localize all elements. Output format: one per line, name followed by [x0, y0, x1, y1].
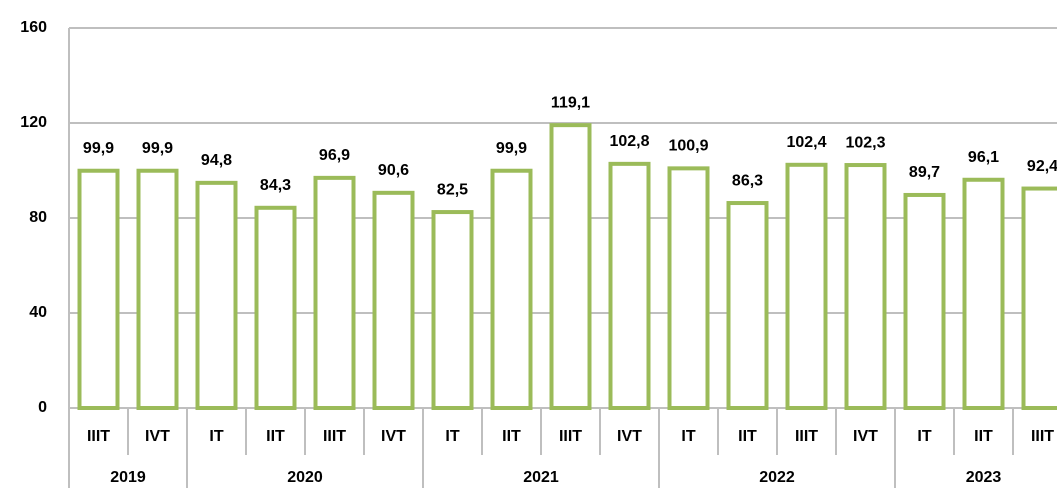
- y-tick-label: 160: [20, 19, 47, 36]
- y-tick-label: 120: [20, 114, 47, 131]
- bar: [608, 161, 651, 410]
- data-label: 102,8: [609, 133, 649, 150]
- group-label: 2019: [110, 469, 146, 486]
- data-label: 84,3: [260, 177, 291, 194]
- bar: [667, 166, 710, 410]
- data-label: 100,9: [668, 138, 708, 155]
- x-tick-label: IVT: [853, 428, 878, 445]
- x-tick-label: IT: [209, 428, 223, 445]
- bar: [785, 162, 828, 410]
- bar: [195, 180, 238, 410]
- bar: [490, 168, 533, 410]
- data-label: 94,8: [201, 152, 232, 169]
- data-label: 102,4: [786, 134, 826, 151]
- group-label: 2021: [523, 469, 559, 486]
- group-label: 2022: [759, 469, 795, 486]
- data-label: 99,9: [142, 140, 173, 157]
- bar: [726, 201, 769, 410]
- x-tick-label: IVT: [381, 428, 406, 445]
- x-tick-label: IIIT: [1031, 428, 1054, 445]
- data-label: 86,3: [732, 172, 763, 189]
- x-tick-label: IIIT: [795, 428, 818, 445]
- x-tick-label: IIT: [266, 428, 285, 445]
- group-label: 2020: [287, 469, 323, 486]
- bar: [844, 163, 887, 410]
- bar: [431, 210, 474, 410]
- bar: [962, 177, 1005, 410]
- x-tick-label: IIT: [502, 428, 521, 445]
- x-tick-label: IVT: [145, 428, 170, 445]
- x-tick-label: IVT: [617, 428, 642, 445]
- data-label: 99,9: [83, 140, 114, 157]
- data-label: 102,3: [845, 134, 885, 151]
- data-label: 82,5: [437, 181, 468, 198]
- bar: [313, 175, 356, 410]
- x-tick-label: IIIT: [323, 428, 346, 445]
- data-label: 89,7: [909, 164, 940, 181]
- data-label: 90,6: [378, 162, 409, 179]
- y-tick-label: 0: [38, 399, 47, 416]
- data-label: 99,9: [496, 140, 527, 157]
- bar: [903, 192, 946, 410]
- x-tick-label: IT: [681, 428, 695, 445]
- x-tick-label: IIT: [738, 428, 757, 445]
- data-label: 119,1: [551, 94, 590, 111]
- y-tick-label: 80: [29, 209, 47, 226]
- data-label: 96,9: [319, 147, 350, 164]
- bar: [1021, 186, 1057, 410]
- bar: [77, 168, 120, 410]
- bar: [136, 168, 179, 410]
- x-tick-label: IIIT: [559, 428, 582, 445]
- bar: [372, 190, 415, 410]
- data-label: 96,1: [968, 149, 999, 166]
- y-tick-label: 40: [29, 304, 47, 321]
- bar: [254, 205, 297, 410]
- x-tick-label: IIT: [974, 428, 993, 445]
- data-label: 92,4: [1027, 158, 1057, 175]
- bar: [549, 123, 592, 410]
- x-tick-label: IT: [917, 428, 931, 445]
- group-label: 2023: [966, 469, 1002, 486]
- x-tick-label: IIIT: [87, 428, 110, 445]
- x-tick-label: IT: [445, 428, 459, 445]
